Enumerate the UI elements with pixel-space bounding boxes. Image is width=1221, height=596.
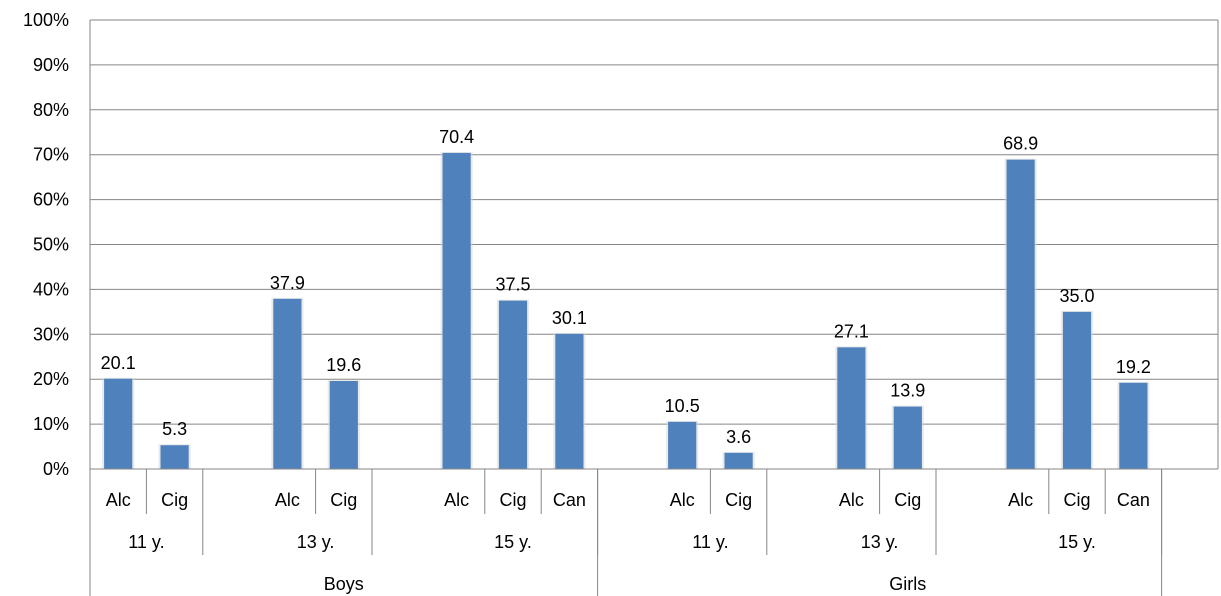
bar xyxy=(668,422,696,469)
data-label: 3.6 xyxy=(726,427,751,447)
bar xyxy=(725,453,753,469)
y-tick-label: 90% xyxy=(33,55,69,75)
bar xyxy=(443,153,471,469)
data-label: 37.5 xyxy=(495,275,530,295)
data-label: 19.6 xyxy=(326,355,361,375)
y-tick-label: 0% xyxy=(43,459,69,479)
y-tick-label: 30% xyxy=(33,324,69,344)
bar xyxy=(330,381,358,469)
bar xyxy=(273,299,301,469)
x-category-label: Can xyxy=(1117,490,1150,510)
y-tick-label: 40% xyxy=(33,279,69,299)
x-category-label: Cig xyxy=(1063,490,1090,510)
x-category-label: Cig xyxy=(161,490,188,510)
data-label: 20.1 xyxy=(101,353,136,373)
y-tick-label: 50% xyxy=(33,235,69,255)
bar xyxy=(104,379,132,469)
data-label: 27.1 xyxy=(834,321,869,341)
x-category-label: Alc xyxy=(444,490,469,510)
x-category-label: Cig xyxy=(725,490,752,510)
x-category-label: Cig xyxy=(499,490,526,510)
bar xyxy=(161,445,189,469)
y-tick-label: 100% xyxy=(23,10,69,30)
x-age-label: 13 y. xyxy=(861,532,899,552)
y-tick-label: 10% xyxy=(33,414,69,434)
x-age-label: 11 y. xyxy=(692,532,728,552)
y-tick-label: 60% xyxy=(33,190,69,210)
x-category-label: Alc xyxy=(106,490,131,510)
y-axis: 0% 10% 20% 30% 40% 50% 60% 70% 80% 90% 100% xyxy=(23,10,90,479)
data-label: 10.5 xyxy=(665,396,700,416)
y-tick-label: 70% xyxy=(33,145,69,165)
data-label: 37.9 xyxy=(270,273,305,293)
x-age-label: 15 y. xyxy=(1058,532,1096,552)
x-category-label: Can xyxy=(553,490,586,510)
data-label: 19.2 xyxy=(1116,357,1151,377)
x-group-label: Girls xyxy=(889,574,926,594)
x-age-label: 15 y. xyxy=(494,532,532,552)
bar xyxy=(555,334,583,469)
bar xyxy=(1007,160,1035,469)
x-category-label: Alc xyxy=(670,490,695,510)
gridlines xyxy=(90,20,1218,469)
x-category-label: Alc xyxy=(275,490,300,510)
bar xyxy=(837,347,865,469)
x-group-label: Boys xyxy=(324,574,364,594)
bar xyxy=(1119,383,1147,469)
x-age-label: 11 y. xyxy=(128,532,164,552)
data-label: 68.9 xyxy=(1003,134,1038,154)
data-label: 30.1 xyxy=(552,308,587,328)
data-labels: 20.1 5.3 37.9 19.6 70.4 37.5 30.1 10.5 3.6 27.1 13… xyxy=(101,127,1151,447)
x-category-label: Cig xyxy=(894,490,921,510)
data-label: 35.0 xyxy=(1059,286,1094,306)
x-category-label: Cig xyxy=(330,490,357,510)
data-label: 13.9 xyxy=(890,381,925,401)
data-label: 70.4 xyxy=(439,127,474,147)
data-label: 5.3 xyxy=(162,419,187,439)
bar xyxy=(499,301,527,469)
x-category-label: Alc xyxy=(839,490,864,510)
bar xyxy=(894,407,922,469)
x-age-label: 13 y. xyxy=(297,532,335,552)
x-axis: Alc Cig Alc Cig Alc Cig Can Alc Cig Alc Cig Alc Cig C… xyxy=(90,469,1218,596)
y-tick-label: 80% xyxy=(33,100,69,120)
bar xyxy=(1063,312,1091,469)
x-category-label: Alc xyxy=(1008,490,1033,510)
y-tick-label: 20% xyxy=(33,369,69,389)
